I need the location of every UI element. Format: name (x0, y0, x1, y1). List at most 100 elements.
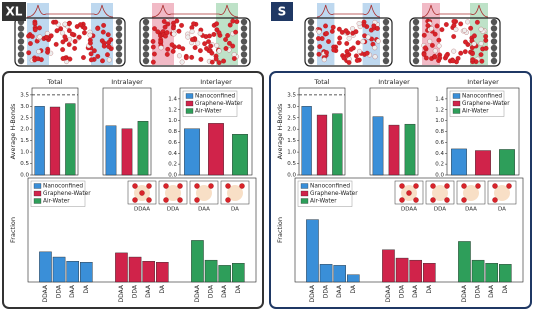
panel-frame (269, 71, 532, 309)
water (60, 39, 66, 45)
water (216, 60, 222, 66)
y-tick-label: 1.4 (435, 96, 444, 102)
icon-atom (430, 197, 436, 203)
icon-atom (163, 183, 169, 189)
water (60, 30, 65, 36)
wall-atom (240, 44, 248, 52)
bar (388, 124, 400, 176)
illustrations (14, 3, 501, 67)
water (66, 42, 72, 47)
icon-label: DA (231, 207, 239, 213)
bar (191, 240, 204, 283)
water (100, 29, 106, 35)
water (421, 32, 427, 38)
y-tick-label: 2.5 (287, 115, 296, 121)
wall-atom (490, 18, 498, 26)
water (316, 36, 321, 41)
water (462, 49, 468, 55)
wall-atom (382, 31, 390, 39)
wall-atom (240, 38, 248, 45)
y-tick-label: 0.8 (168, 129, 177, 135)
water (316, 51, 322, 57)
wall-atom (240, 31, 248, 39)
y-tick-label: 0.5 (20, 161, 29, 167)
water (69, 31, 75, 37)
water (208, 43, 214, 49)
water (443, 22, 449, 27)
bar (34, 106, 45, 176)
chart-title: Total (46, 78, 62, 86)
wall-atom (307, 51, 315, 58)
x-tick-label: DDAA (385, 284, 392, 302)
x-tick-label: DAA (69, 284, 76, 298)
water (432, 31, 438, 37)
wall-atom (382, 18, 390, 26)
water (101, 43, 107, 49)
water (101, 23, 107, 28)
water (105, 52, 110, 58)
water (91, 48, 97, 54)
wall-atom (142, 18, 150, 26)
legend-label: Nanoconfined (310, 184, 350, 190)
water (211, 32, 217, 37)
x-tick-label: DDA (323, 284, 330, 298)
water (478, 52, 484, 58)
water (372, 45, 378, 51)
water (348, 47, 354, 52)
bar (409, 259, 422, 283)
legend-swatch (185, 108, 194, 114)
water (216, 48, 222, 54)
wall-atom (307, 44, 315, 52)
x-tick-label: DAA (336, 284, 343, 298)
water (478, 26, 484, 32)
water (164, 30, 170, 35)
bar (485, 263, 498, 283)
bar (80, 262, 93, 283)
water (58, 26, 64, 32)
water (171, 31, 177, 37)
y-tick-label: 1.5 (20, 138, 29, 144)
water (451, 22, 457, 28)
water (375, 26, 380, 31)
water (189, 29, 195, 34)
icon-atom (413, 197, 419, 203)
legend-label: Graphene-Water (310, 191, 358, 197)
icon-label: DAA (465, 207, 477, 213)
wall-atom (307, 18, 315, 26)
x-tick-label: DDA (399, 284, 406, 298)
water (36, 49, 42, 54)
y-tick-label: 1.4 (168, 96, 177, 102)
wall-atom (382, 57, 390, 65)
y-tick-label: 0.0 (168, 173, 177, 179)
wall-atom (17, 31, 25, 39)
bar (499, 149, 515, 176)
x-tick-label: DAA (221, 284, 228, 298)
x-tick-label: DDAA (42, 284, 49, 302)
x-tick-label: DA (350, 284, 357, 294)
icon-atom (475, 183, 481, 189)
legend-label: Graphene-Water (195, 101, 243, 107)
icon-atom (413, 183, 419, 189)
water (432, 54, 438, 60)
legend-label: Nanoconfined (43, 184, 83, 190)
water (170, 25, 176, 31)
water (355, 40, 361, 46)
water (100, 58, 105, 64)
icon-atom (492, 183, 498, 189)
water (197, 31, 203, 36)
bar (232, 134, 248, 176)
bar (306, 219, 319, 283)
water (463, 39, 468, 45)
water (180, 46, 186, 52)
wall-atom (17, 44, 25, 52)
x-tick-label: DA (159, 284, 166, 294)
wall-atom (240, 57, 248, 65)
wall-atom (115, 51, 123, 58)
water (76, 34, 82, 40)
y-tick-label: 2.0 (20, 127, 29, 133)
water (429, 26, 434, 31)
legend-label: Nanoconfined (462, 94, 502, 100)
water (343, 28, 349, 34)
water (32, 27, 38, 33)
